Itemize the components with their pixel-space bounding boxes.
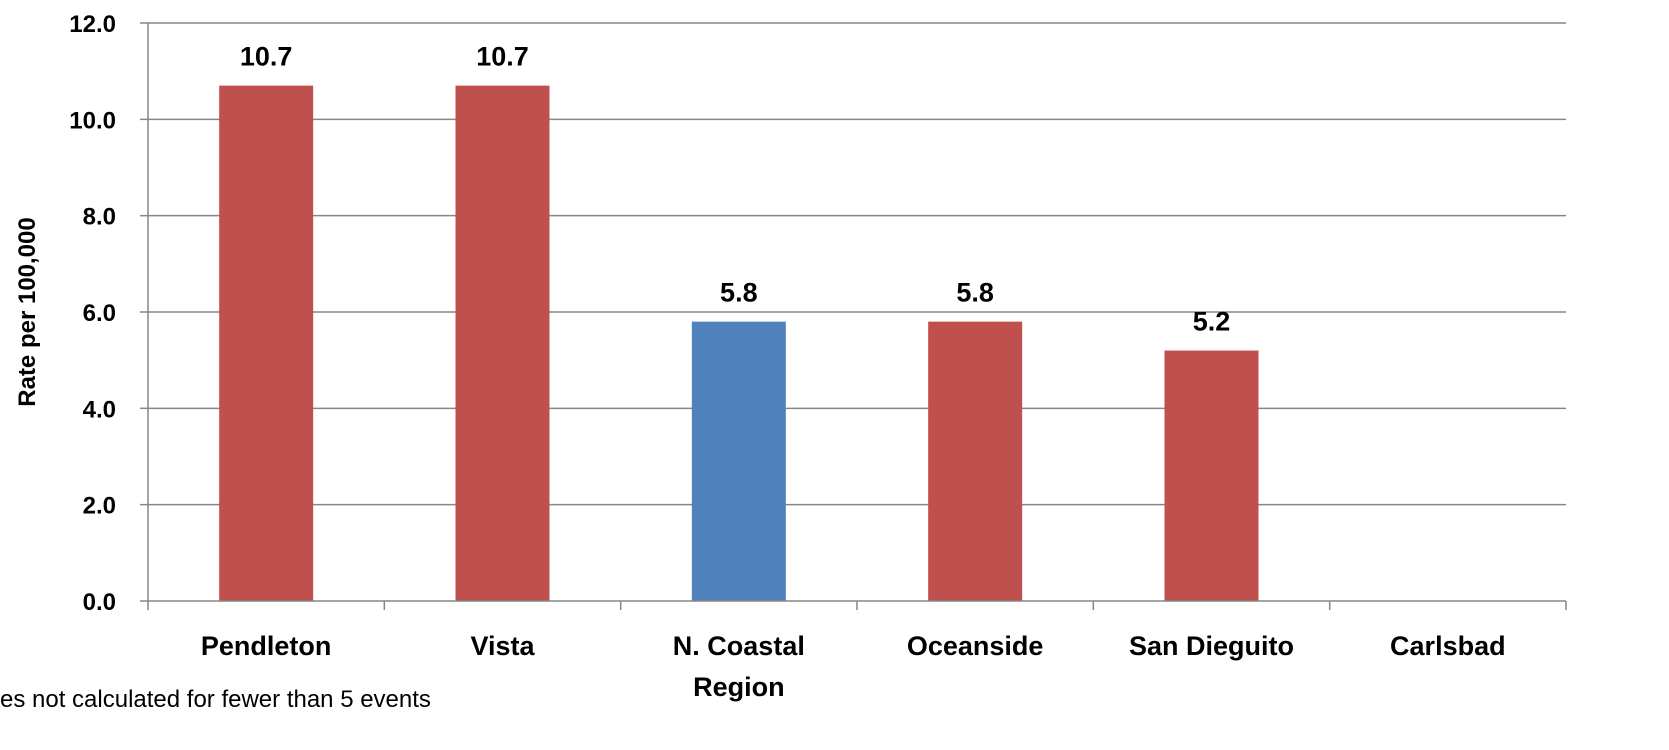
y-tick-label: 2.0 xyxy=(83,493,116,520)
gridlines xyxy=(148,22,1566,506)
bar xyxy=(455,85,550,601)
y-axis-label: Rate per 100,000 xyxy=(14,217,41,406)
data-label: 5.8 xyxy=(956,278,994,308)
bar xyxy=(1164,350,1259,601)
y-tick-label: 4.0 xyxy=(83,396,116,423)
x-tick-label: Oceanside xyxy=(907,631,1044,661)
x-tick-label: San Dieguito xyxy=(1129,631,1294,661)
bar xyxy=(219,85,314,601)
data-labels: 10.7 10.7 5.8 5.8 5.2 xyxy=(240,42,1230,337)
y-tick-label: 8.0 xyxy=(83,204,116,231)
y-tick-label: 12.0 xyxy=(69,11,116,38)
y-tick-label: 10.0 xyxy=(69,107,116,134)
bar xyxy=(928,321,1023,601)
x-tick-label: Pendleton xyxy=(201,631,332,661)
bar xyxy=(691,321,786,601)
bars xyxy=(219,85,1259,601)
x-tick-labels: Pendleton Vista N. Coastal Region Oceanside S… xyxy=(201,631,1506,702)
data-label: 10.7 xyxy=(476,42,529,72)
y-tick-label: 0.0 xyxy=(83,589,116,616)
x-tick-label: N. Coastal xyxy=(673,631,805,661)
data-label: 10.7 xyxy=(240,42,293,72)
footnote: es not calculated for fewer than 5 event… xyxy=(0,686,431,713)
data-label: 5.2 xyxy=(1193,307,1231,337)
y-tick-labels: 0.0 2.0 4.0 6.0 8.0 10.0 12.0 xyxy=(69,11,116,616)
x-tick-label: Region xyxy=(693,672,785,702)
x-tick-label: Vista xyxy=(470,631,535,661)
x-tick-label: Carlsbad xyxy=(1390,631,1506,661)
axes xyxy=(140,22,1567,610)
y-tick-label: 6.0 xyxy=(83,300,116,327)
data-label: 5.8 xyxy=(720,278,758,308)
